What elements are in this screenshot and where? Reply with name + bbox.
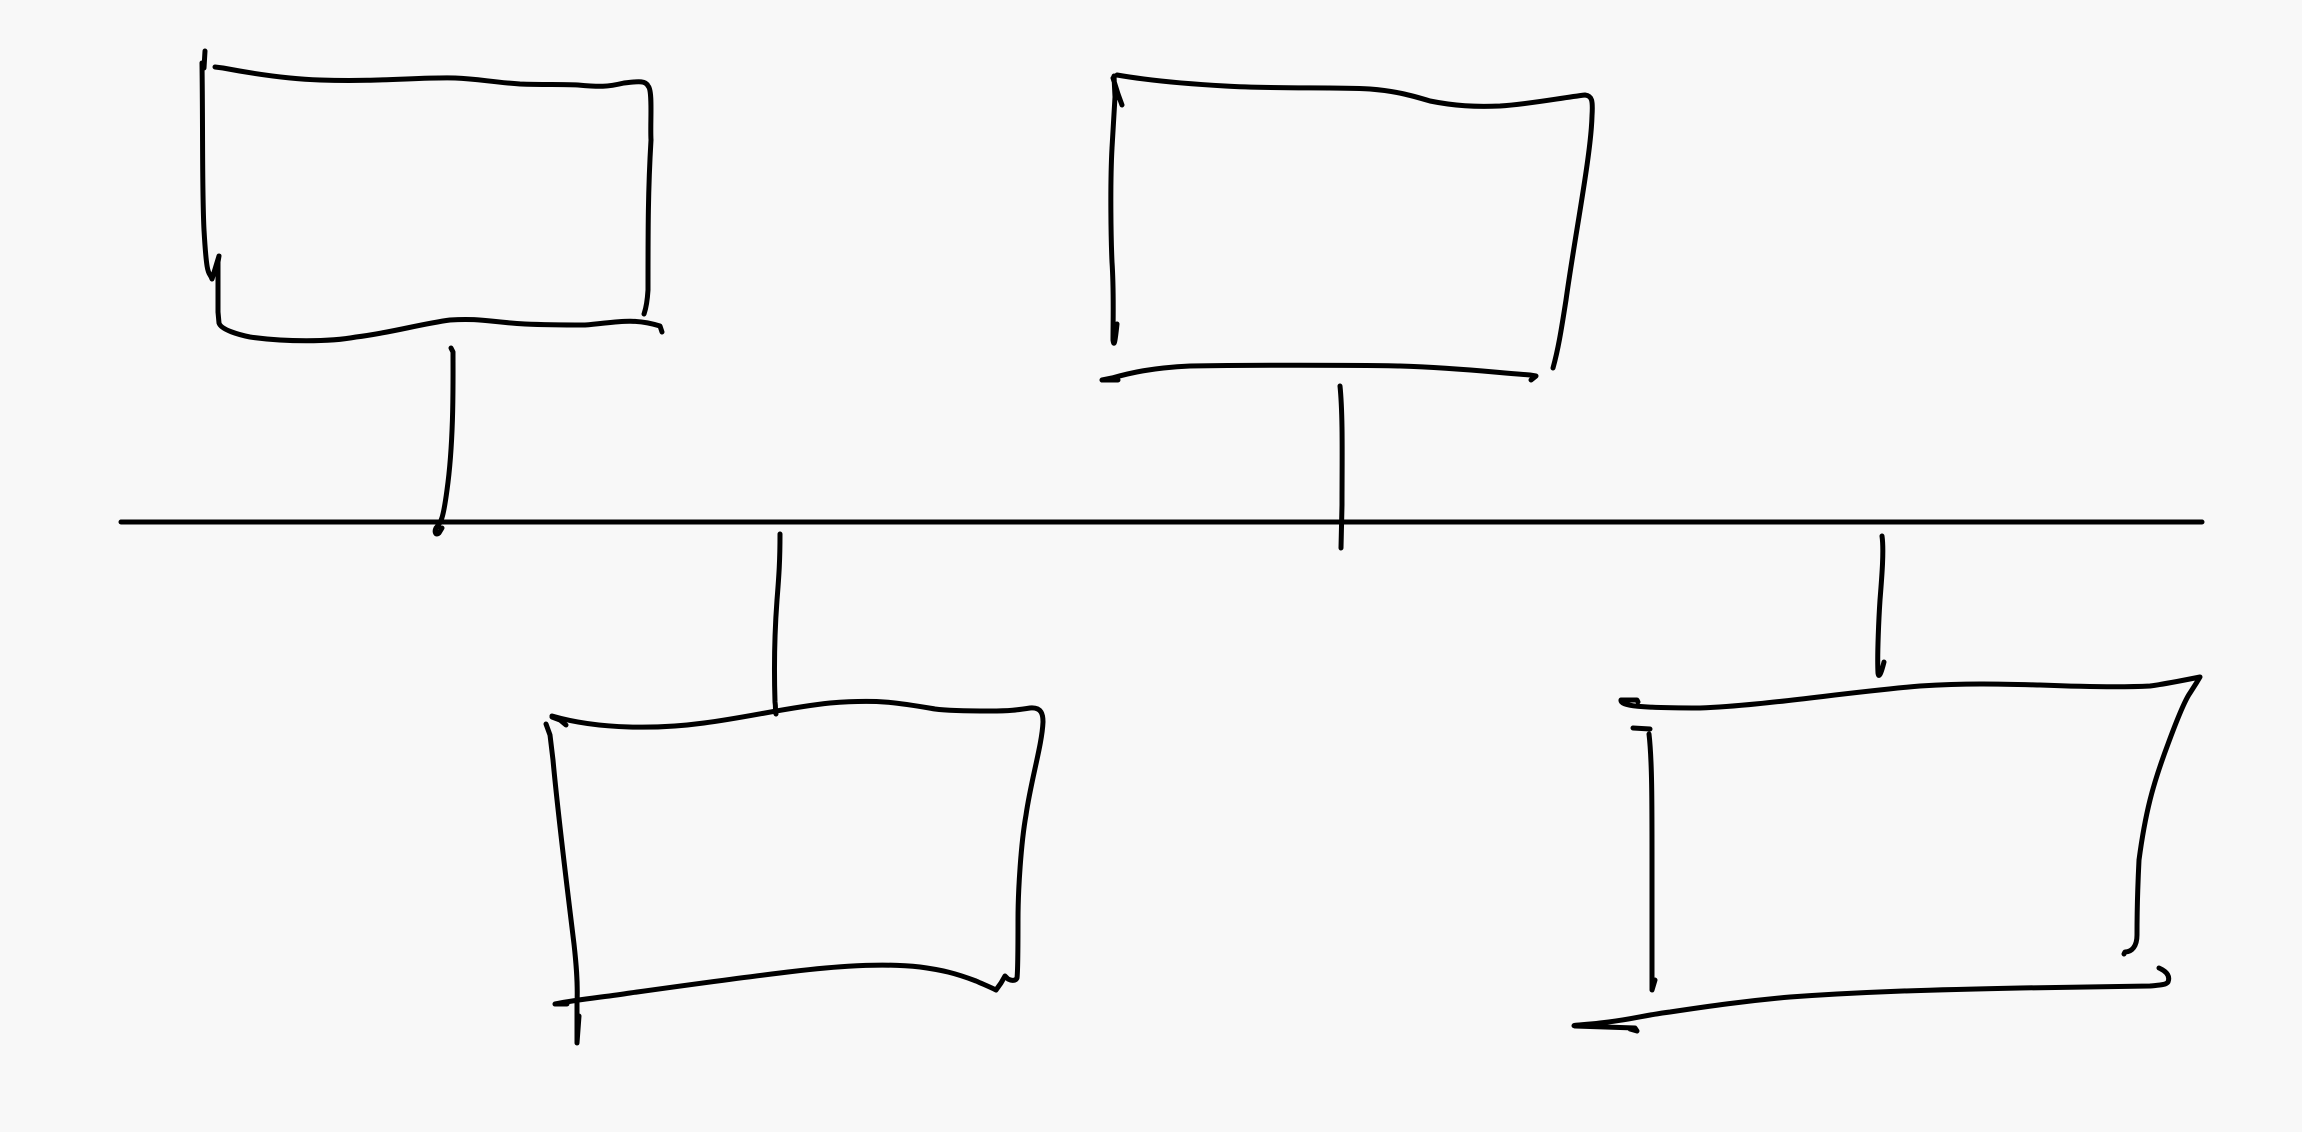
node-top-right — [1099, 72, 1595, 551]
node-bottom-left-outline — [543, 698, 1046, 1046]
node-top-right-connector — [1337, 383, 1345, 551]
node-top-left — [199, 48, 665, 537]
node-top-left-connector — [432, 345, 456, 537]
node-top-left-outline — [199, 48, 665, 344]
node-bottom-right — [1571, 533, 2203, 1034]
node-bottom-right-connector — [1875, 533, 1887, 678]
node-bottom-right-outline — [1571, 674, 2203, 1034]
node-bottom-left — [543, 531, 1046, 1046]
node-top-right-outline — [1099, 72, 1595, 383]
node-bottom-left-connector — [771, 531, 783, 717]
